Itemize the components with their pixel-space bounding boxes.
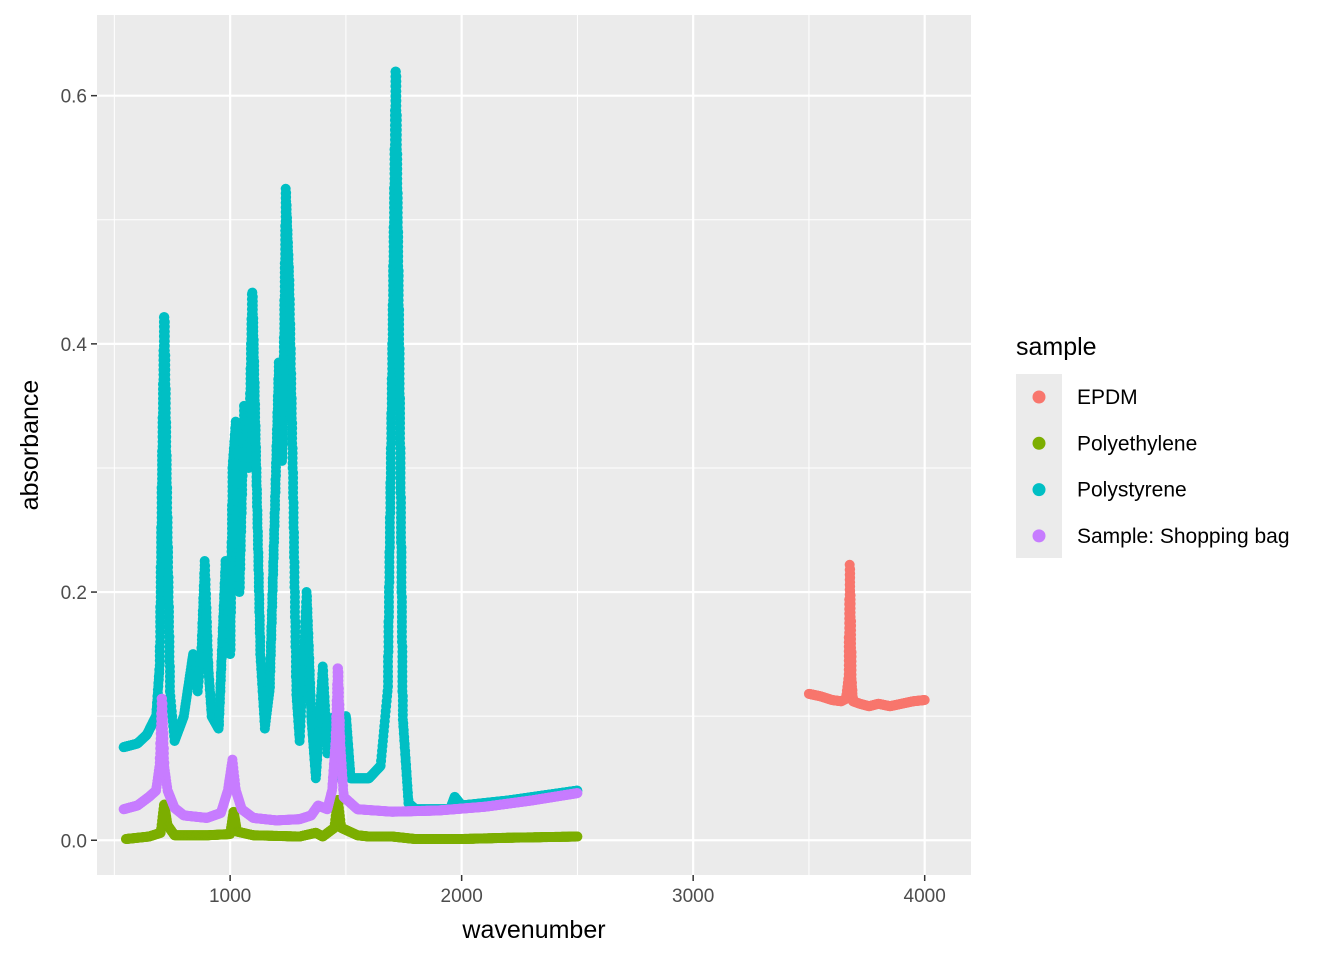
y-tick-label: 0.6 xyxy=(61,87,87,108)
grid-major xyxy=(97,15,971,875)
panel-background xyxy=(97,15,971,875)
data-point xyxy=(572,788,583,799)
legend-entries: EPDM Polyethylene Polystyrene Sample: Shopp… xyxy=(1016,374,1290,558)
y-axis-title: absorbance xyxy=(16,380,44,511)
legend-key xyxy=(1032,436,1046,450)
y-tick-label: 0.2 xyxy=(61,583,87,604)
legend: sample EPDM Polyethylene Polystyrene Sample… xyxy=(1016,333,1290,558)
legend-key xyxy=(1032,529,1046,543)
series-polystyrene xyxy=(118,66,583,815)
y-tick-label: 0.0 xyxy=(61,831,87,852)
data-point xyxy=(919,695,930,706)
x-tick-label: 1000 xyxy=(209,886,251,907)
data-points xyxy=(118,66,930,845)
y-tick-label: 0.4 xyxy=(61,335,88,356)
legend-label: Polyethylene xyxy=(1077,432,1197,455)
series-polyethylene xyxy=(120,795,583,845)
legend-label: Sample: Shopping bag xyxy=(1077,525,1290,548)
y-axis: 0.0 0.2 0.4 0.6 xyxy=(61,87,97,852)
x-axis: 1000 2000 3000 4000 xyxy=(209,875,946,907)
x-tick-label: 2000 xyxy=(441,886,483,907)
legend-label: Polystyrene xyxy=(1077,479,1187,502)
legend-title: sample xyxy=(1016,333,1097,361)
legend-key xyxy=(1032,390,1046,404)
legend-label: EPDM xyxy=(1077,386,1138,409)
x-axis-title: wavenumber xyxy=(461,916,605,944)
data-point xyxy=(572,831,583,842)
legend-key xyxy=(1032,483,1046,497)
x-tick-label: 3000 xyxy=(672,886,714,907)
series-epdm xyxy=(803,559,930,712)
x-tick-label: 4000 xyxy=(904,886,946,907)
